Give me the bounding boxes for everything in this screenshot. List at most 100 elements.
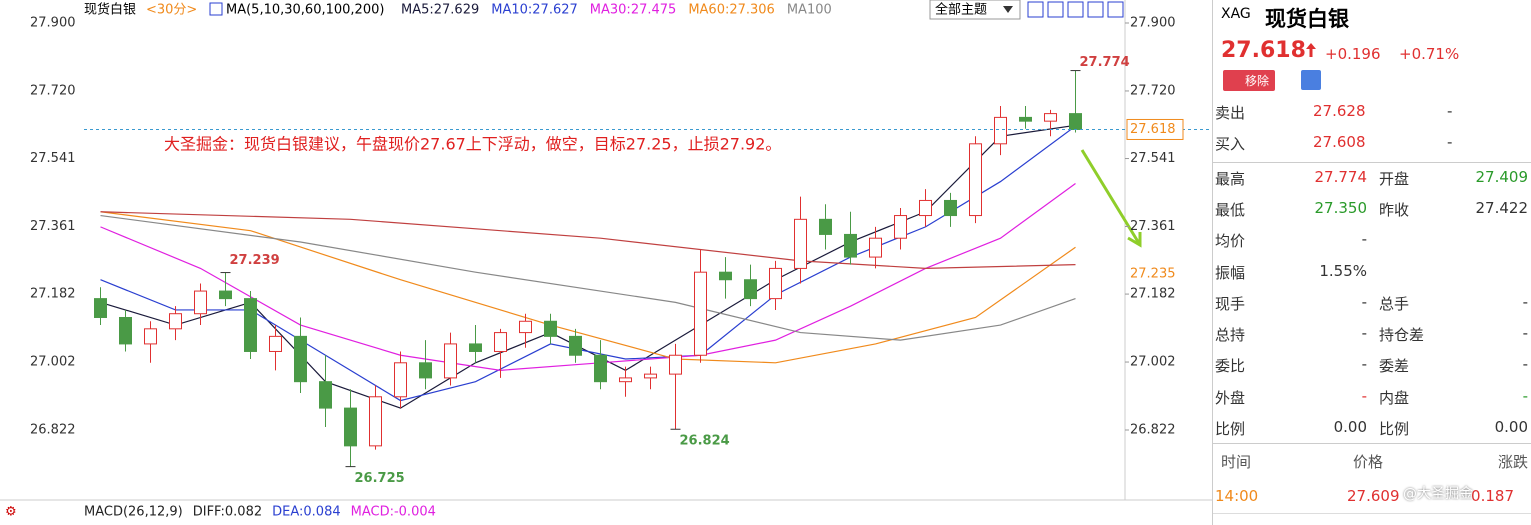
quote-label: - xyxy=(1447,102,1453,120)
candle-body xyxy=(444,343,457,379)
extreme-label: 26.725 xyxy=(355,471,405,486)
quote-value: - xyxy=(1361,292,1367,311)
candle-body xyxy=(1069,113,1082,130)
quote-label: 比例 xyxy=(1379,420,1410,438)
candle-body xyxy=(619,377,632,383)
y-tick-label-right: 27.182 xyxy=(1130,287,1176,302)
extreme-label: 26.824 xyxy=(680,434,730,449)
candle-body xyxy=(994,116,1007,145)
theme-button-label[interactable]: 全部主题 xyxy=(935,2,987,18)
quote-label: 最高 xyxy=(1215,169,1246,188)
divider xyxy=(1213,513,1531,514)
candle-body xyxy=(844,233,857,258)
quote-value: - xyxy=(1361,324,1367,343)
trade-header: 涨跌 xyxy=(1497,453,1528,471)
theme-button[interactable] xyxy=(929,0,1021,20)
y-tick-label-right: 27.002 xyxy=(1130,355,1176,370)
quote-label: 开盘 xyxy=(1379,169,1410,188)
legend-entry: MA10:27.627 xyxy=(491,3,578,18)
y-tick-label: 27.182 xyxy=(30,287,76,302)
quote-value: 27.608 xyxy=(1313,133,1366,152)
quote-label: 内盘 xyxy=(1379,388,1410,407)
quote-value: 27.409 xyxy=(1475,167,1529,186)
candle-body xyxy=(344,407,357,447)
quote-label: 均价 xyxy=(1215,232,1246,251)
quote-value: 27.350 xyxy=(1314,198,1368,217)
candle-body xyxy=(469,343,482,352)
trade-cell: 0.187 xyxy=(1471,487,1514,505)
quote-label: 委差 xyxy=(1379,357,1410,376)
quote-panel: XAG 现货白银 27.618 +0.196 +0.71% 移除 卖出 27.62… xyxy=(1212,0,1531,525)
y-tick-label: 27.541 xyxy=(30,151,76,166)
candle-body xyxy=(944,199,957,217)
remove-button[interactable]: 移除 xyxy=(1223,70,1276,91)
candle-body xyxy=(94,298,107,318)
candle-body xyxy=(419,362,432,379)
candle-body xyxy=(794,218,807,269)
legend-entry: MA5:27.629 xyxy=(401,3,479,18)
period[interactable]: <30分> xyxy=(146,3,197,18)
divider xyxy=(1212,443,1531,444)
candle-body xyxy=(369,396,382,447)
quote-value: - xyxy=(1522,292,1528,311)
chart-bg xyxy=(0,0,1212,525)
candle-body xyxy=(644,373,657,379)
settings-icon[interactable]: ⚙ xyxy=(5,505,17,520)
quote-label: - xyxy=(1447,133,1453,152)
candle-body xyxy=(244,298,257,352)
legend-entry: MA60:27.306 xyxy=(688,3,775,18)
y-tick-label-right: 26.822 xyxy=(1130,423,1176,438)
marker-price-box xyxy=(1127,265,1183,284)
extreme-label: 27.774 xyxy=(1080,55,1130,70)
quote-value: - xyxy=(1361,230,1367,249)
up-arrow xyxy=(1306,43,1316,57)
quote-name: 现货白银 xyxy=(1265,7,1349,31)
quote-value: 0.00 xyxy=(1333,418,1367,436)
candle-body xyxy=(1044,113,1057,122)
quote-value: - xyxy=(1361,355,1367,374)
candle-body xyxy=(269,335,282,352)
candle-body xyxy=(869,237,882,258)
candle-body xyxy=(969,143,982,217)
legend-entry: MA100 xyxy=(787,3,832,18)
quote-value: 27.628 xyxy=(1313,102,1366,120)
legend-entry: MA30:27.475 xyxy=(590,3,677,18)
candle-body xyxy=(319,381,332,409)
quote-label: 最低 xyxy=(1215,200,1246,219)
extreme-label: 27.239 xyxy=(230,253,280,268)
candle-body xyxy=(494,332,507,352)
alert-button[interactable] xyxy=(1301,70,1321,90)
candle-body xyxy=(694,271,707,356)
candle-body xyxy=(544,320,557,337)
candle-body xyxy=(894,215,907,239)
y-tick-label: 27.720 xyxy=(30,83,76,98)
candle-body xyxy=(594,354,607,383)
candle-body xyxy=(569,335,582,356)
symbol: XAG xyxy=(1221,6,1251,22)
y-tick-label: 26.822 xyxy=(30,423,76,438)
marker-price-label: 27.235 xyxy=(1130,267,1176,282)
y-tick-label: 27.002 xyxy=(30,355,76,370)
chart-title: 现货白银 xyxy=(84,2,136,18)
y-tick-label: 27.900 xyxy=(30,16,76,31)
current-price-label: 27.618 xyxy=(1130,122,1176,137)
quote-label: 总持 xyxy=(1215,326,1246,345)
quote-label: 比例 xyxy=(1215,420,1246,438)
candle-body xyxy=(744,279,757,300)
trade-cell: 27.609 xyxy=(1347,487,1400,505)
toolbar-icons[interactable] xyxy=(1027,1,1124,18)
candle-body xyxy=(669,354,682,375)
quote-value: 27.422 xyxy=(1475,198,1529,217)
quote-value: - xyxy=(1522,386,1528,405)
quote-label: 振幅 xyxy=(1215,263,1246,282)
macd-label: MACD:-0.004 xyxy=(351,505,436,520)
trade-cell: 14:00 xyxy=(1215,487,1259,505)
quote-label: 持仓差 xyxy=(1379,326,1425,345)
y-tick-label: 27.361 xyxy=(30,219,76,234)
candle-body xyxy=(394,362,407,398)
candle-body xyxy=(719,271,732,281)
change: +0.196 xyxy=(1325,45,1381,63)
quote-value: - xyxy=(1522,355,1528,374)
quote-label: 昨收 xyxy=(1379,200,1410,219)
y-tick-label-right: 27.541 xyxy=(1130,151,1176,166)
